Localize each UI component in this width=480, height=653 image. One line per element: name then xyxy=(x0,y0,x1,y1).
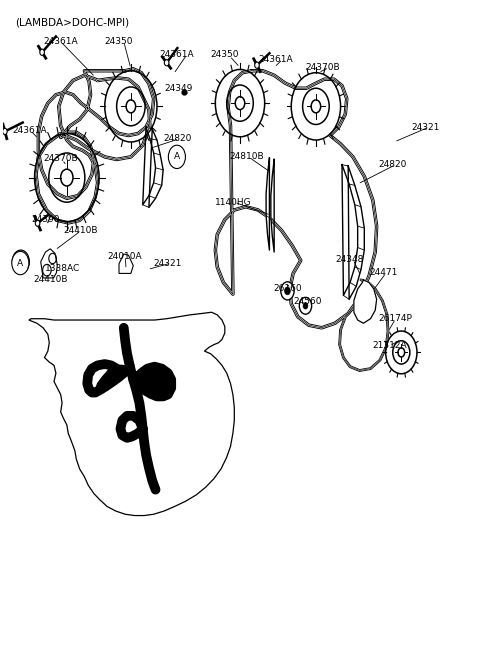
Text: 24361A: 24361A xyxy=(12,126,47,135)
Circle shape xyxy=(285,287,290,295)
Polygon shape xyxy=(96,365,170,392)
Polygon shape xyxy=(354,280,377,323)
Text: 26174P: 26174P xyxy=(379,314,412,323)
Circle shape xyxy=(40,49,44,56)
Text: 24820: 24820 xyxy=(379,160,407,169)
Circle shape xyxy=(235,97,245,110)
Text: A: A xyxy=(17,259,24,268)
Circle shape xyxy=(300,297,312,314)
Circle shape xyxy=(12,250,29,274)
Circle shape xyxy=(164,59,169,66)
Text: 24321: 24321 xyxy=(412,123,440,132)
Circle shape xyxy=(303,302,308,309)
Circle shape xyxy=(398,348,405,357)
Text: 1140HG: 1140HG xyxy=(216,198,252,207)
Text: 24361A: 24361A xyxy=(43,37,78,46)
Polygon shape xyxy=(143,127,163,208)
Text: 24810B: 24810B xyxy=(229,152,264,161)
Text: 1338AC: 1338AC xyxy=(45,264,80,273)
Text: 24471: 24471 xyxy=(369,268,397,278)
Circle shape xyxy=(311,100,321,113)
Circle shape xyxy=(12,251,29,275)
Text: 24348: 24348 xyxy=(335,255,363,264)
Circle shape xyxy=(126,100,136,113)
Text: 24390: 24390 xyxy=(31,215,60,224)
Polygon shape xyxy=(342,165,364,299)
Text: A: A xyxy=(174,152,180,161)
Text: 24410B: 24410B xyxy=(34,276,68,285)
Text: A: A xyxy=(18,257,24,266)
Text: 24361A: 24361A xyxy=(159,50,194,59)
Text: 24820: 24820 xyxy=(163,135,192,143)
Text: 24370B: 24370B xyxy=(305,63,340,72)
Circle shape xyxy=(2,128,7,135)
Circle shape xyxy=(168,145,185,168)
Text: 24350: 24350 xyxy=(105,37,133,46)
Text: 24010A: 24010A xyxy=(107,252,142,261)
Polygon shape xyxy=(41,249,57,278)
Text: 21312A: 21312A xyxy=(372,342,407,351)
Text: 24370B: 24370B xyxy=(43,153,78,163)
Polygon shape xyxy=(266,158,274,252)
Text: 24350: 24350 xyxy=(211,50,239,59)
Circle shape xyxy=(36,220,40,227)
Circle shape xyxy=(281,282,294,300)
Circle shape xyxy=(60,169,73,186)
Text: 24349: 24349 xyxy=(164,84,192,93)
Text: 24410B: 24410B xyxy=(63,226,98,235)
Text: 24361A: 24361A xyxy=(258,55,293,63)
Text: 26160: 26160 xyxy=(273,285,302,293)
Text: 24560: 24560 xyxy=(293,297,322,306)
Polygon shape xyxy=(29,312,234,516)
Text: (LAMBDA>DOHC-MPI): (LAMBDA>DOHC-MPI) xyxy=(14,17,129,27)
Polygon shape xyxy=(119,254,133,274)
Text: 24321: 24321 xyxy=(154,259,182,268)
Circle shape xyxy=(255,62,259,69)
